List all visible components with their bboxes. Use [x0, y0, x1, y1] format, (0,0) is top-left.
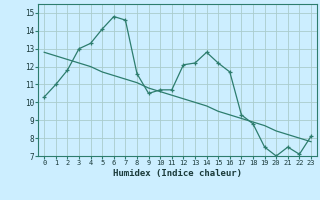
X-axis label: Humidex (Indice chaleur): Humidex (Indice chaleur)	[113, 169, 242, 178]
